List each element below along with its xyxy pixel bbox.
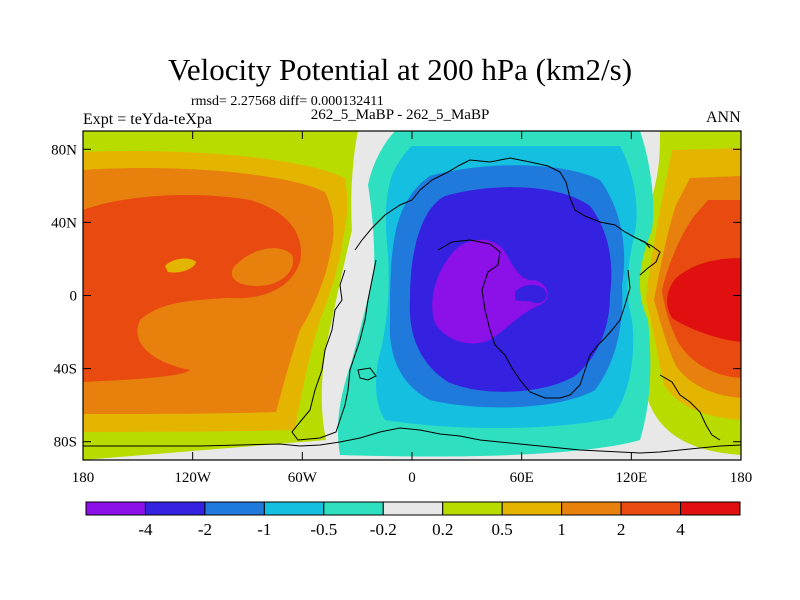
colorbar-label: 2 [617,520,626,539]
colorbar-label: -2 [198,520,212,539]
x-tick-label: 60W [288,470,318,486]
contour-pos-1-lobe [165,258,196,273]
x-tick-label: 120E [615,470,647,486]
y-tick-label: 0 [70,289,78,305]
x-tick-label: 180 [730,470,753,486]
chart-subtitle: 262_5_MaBP - 262_5_MaBP [310,107,490,123]
colorbar-swatch [382,501,444,516]
colorbar-label: -1 [257,520,271,539]
chart-title: Velocity Potential at 200 hPa (km2/s) [167,52,633,87]
colorbar: -4 -2 -1 -0.5 -0.2 0.2 0.5 1 2 4 [85,501,741,539]
stats-text: rmsd= 2.27568 diff= 0.000132411 [191,94,384,109]
colorbar-swatch [85,501,146,516]
coastline-east-south [659,374,721,441]
colorbar-label: 0.5 [492,520,513,539]
colorbar-swatch [263,501,325,516]
x-tick-label: 60E [510,470,534,486]
y-tick-label: 40S [54,362,77,378]
coastline-africa [437,239,631,399]
colorbar-swatch [204,501,265,516]
colorbar-swatch [501,501,563,516]
y-tick-label: 40N [51,215,77,231]
season-label: ANN [706,109,741,126]
coastlines [83,157,742,454]
coastline-antarctic [299,427,742,454]
x-axis: 180 120W 60W 0 60E 120E 180 [72,131,753,486]
contour-fills [83,131,741,460]
coastline-antarctic-west [83,443,301,447]
x-tick-label: 0 [408,470,416,486]
colorbar-label: 4 [676,520,685,539]
colorbar-label: -0.5 [310,520,337,539]
contour-pos-4-east [667,258,741,342]
colorbar-swatch [144,501,206,516]
coastline-west-north [354,157,651,251]
contour-neg-4 [432,239,548,344]
y-tick-label: 80N [51,142,77,158]
contour-pos-2 [83,195,302,382]
experiment-label: Expt = teYda-teXpa [83,111,212,128]
colorbar-label: -4 [138,520,153,539]
colorbar-label: -0.2 [370,520,397,539]
colorbar-swatch [561,501,622,516]
coastline-island [357,367,377,381]
coastline-east [639,239,661,276]
contour-neg-4-hole [515,284,547,304]
colorbar-label: 1 [557,520,566,539]
colorbar-swatch [680,501,741,516]
coastline-west [291,259,377,441]
y-tick-label: 80S [54,435,77,451]
colorbar-swatch [442,501,503,516]
x-tick-label: 180 [72,470,95,486]
colorbar-label: 0.2 [432,520,453,539]
colorbar-swatch [323,501,384,516]
colorbar-swatch [620,501,682,516]
y-axis: 80N 40N 0 40S 80S [51,142,741,451]
x-tick-label: 120W [174,470,212,486]
contour-pos-2-lobe [231,248,294,286]
